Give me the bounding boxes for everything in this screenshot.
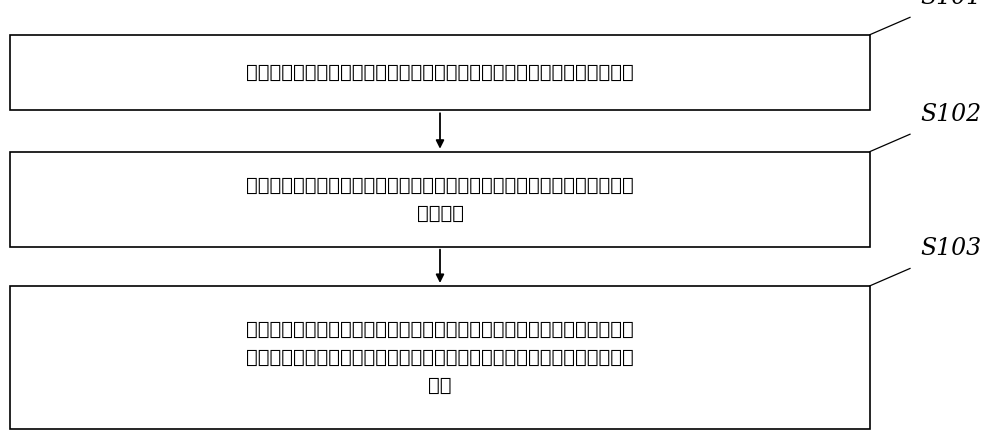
- Text: S102: S102: [920, 103, 981, 126]
- Text: S101: S101: [920, 0, 981, 9]
- Text: S103: S103: [920, 237, 981, 260]
- FancyBboxPatch shape: [10, 286, 870, 429]
- Text: 根据该使浮充电压到达的预设的阙值，配置该馓酸蓄电池在局部或部分失去
充电电流: 根据该使浮充电压到达的预设的阙值，配置该馓酸蓄电池在局部或部分失去 充电电流: [246, 176, 634, 223]
- FancyBboxPatch shape: [10, 35, 870, 110]
- FancyBboxPatch shape: [10, 152, 870, 247]
- Text: 动态调节馓酸蓄电池中每节蓄电池的浮充电流，使浮充电压到达预设的阙值: 动态调节馓酸蓄电池中每节蓄电池的浮充电流，使浮充电压到达预设的阙值: [246, 63, 634, 82]
- Text: 根据该配置的该馓酸蓄电池在局部或部分失去的充电电流，动态控制该馓酸
蓄电池的充电电流，使馓酸蓄电池的浮充电压稳定在标准浮充电压的预设范
围内: 根据该配置的该馓酸蓄电池在局部或部分失去的充电电流，动态控制该馓酸 蓄电池的充电…: [246, 320, 634, 395]
